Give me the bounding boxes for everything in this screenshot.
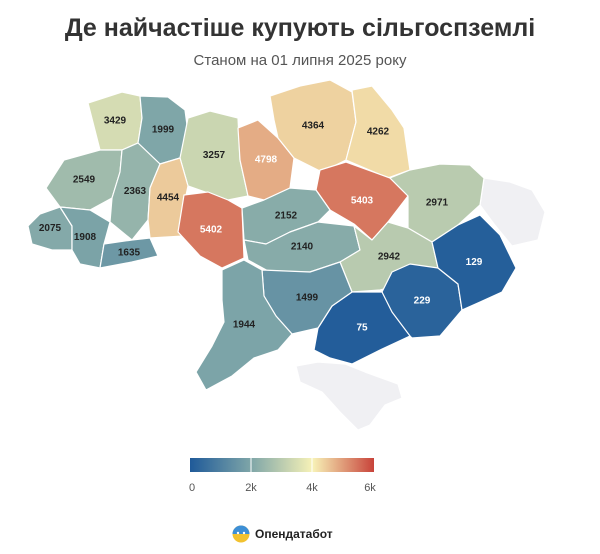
region-kharkiv	[389, 163, 485, 243]
region-luhansk-no-data	[479, 177, 546, 247]
region-value-label-khmelnytskyi: 4454	[157, 193, 180, 204]
map-subtitle: Станом на 01 липня 2025 року	[193, 52, 407, 69]
region-value-label-luhansk: 129	[466, 257, 483, 268]
region-value-label-cherkasy: 2152	[275, 211, 298, 222]
opendatabot-logo-icon	[232, 525, 250, 543]
region-ternopil	[109, 142, 161, 241]
region-value-label-kirovohrad: 2140	[291, 242, 314, 253]
region-value-label-kyiv: 4798	[255, 155, 278, 166]
region-value-label-ivano-frankivsk: 1908	[74, 232, 97, 243]
region-value-label-zhytomyr: 3257	[203, 150, 226, 161]
region-odesa	[195, 259, 293, 391]
region-value-label-kharkiv: 2971	[426, 198, 449, 209]
brand: Опендатабот	[232, 524, 333, 544]
region-value-label-chernivtsi: 1635	[118, 248, 141, 259]
region-luhansk	[431, 214, 517, 311]
region-value-label-volyn: 3429	[104, 116, 127, 127]
region-vinnytsia	[177, 191, 245, 269]
region-value-label-mykolaiv: 1499	[296, 293, 319, 304]
region-value-label-zakarpattia: 2075	[39, 223, 62, 234]
region-value-label-zaporizhzhia: 75	[356, 323, 368, 334]
region-value-label-lviv: 2549	[73, 175, 96, 186]
region-value-label-dnipropetrovsk: 2942	[378, 252, 401, 263]
region-value-label-sumy: 4262	[367, 127, 390, 138]
region-value-label-ternopil: 2363	[124, 186, 147, 197]
brand-name: Опендатабот	[255, 527, 333, 541]
region-crimea	[295, 361, 403, 431]
region-value-label-vinnytsia: 5402	[200, 225, 223, 236]
map-title: Де найчастіше купують сільгоспземлі	[64, 14, 536, 42]
region-value-label-chernihiv: 4364	[302, 121, 325, 132]
region-value-label-poltava: 5403	[351, 196, 374, 207]
region-value-label-donetsk: 229	[414, 296, 431, 307]
region-value-label-odesa: 1944	[233, 320, 256, 331]
region-value-label-rivne: 1999	[152, 125, 175, 136]
